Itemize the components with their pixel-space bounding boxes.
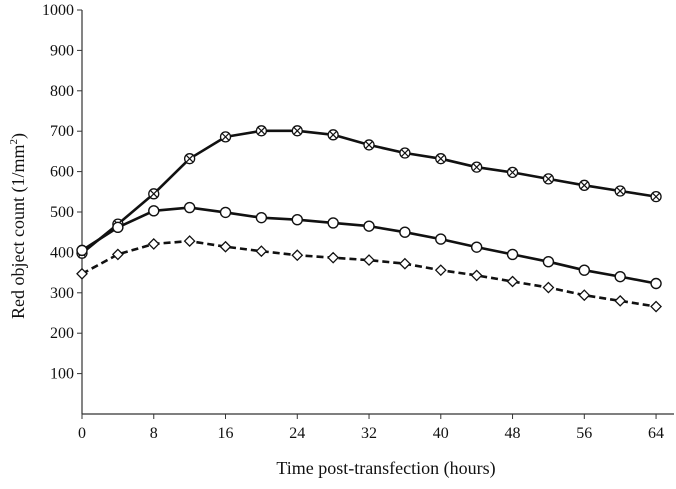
data-point (363, 139, 375, 151)
point-cross-b (293, 126, 302, 135)
data-point (255, 125, 268, 137)
data-point (219, 206, 232, 219)
y-tick-label: 100 (50, 366, 74, 383)
data-point (111, 248, 124, 261)
data-point (363, 254, 375, 266)
y-tick-label: 700 (50, 123, 74, 140)
y-axis-title-main: Red object count (1/mm (8, 145, 29, 319)
data-point (291, 213, 303, 226)
point-cross-b (365, 140, 374, 149)
data-point (614, 294, 627, 307)
data-point (399, 147, 411, 159)
data-point (183, 153, 196, 165)
series-3 (76, 235, 662, 313)
y-tick-label: 300 (50, 285, 74, 302)
x-axis-title: Time post-transfection (hours) (276, 458, 495, 479)
data-point (470, 269, 483, 282)
data-point (542, 281, 555, 294)
y-ticks: 100 200 300 400 500 600 700 800 900 1000 (42, 2, 82, 383)
data-point (327, 217, 339, 229)
x-tick-label: 56 (576, 425, 592, 442)
y-tick-label: 200 (50, 325, 74, 342)
data-point (183, 201, 196, 214)
point-cross-b (329, 130, 338, 139)
data-point (291, 125, 303, 137)
data-point (219, 131, 232, 143)
data-point (542, 255, 555, 268)
data-point (148, 205, 160, 217)
data-point (614, 270, 626, 283)
point-cross-b (508, 168, 517, 177)
data-point (255, 211, 268, 224)
point-cross-b (472, 163, 481, 172)
y-axis-title-close: ) (8, 133, 29, 139)
y-axis-title-superscript: 2 (8, 139, 20, 145)
y-tick-label: 800 (50, 83, 74, 100)
data-point (434, 264, 447, 277)
data-point (506, 166, 519, 179)
data-point (650, 277, 662, 290)
x-tick-label: 48 (505, 425, 521, 442)
data-point (506, 275, 519, 288)
x-tick-label: 64 (648, 425, 664, 442)
point-cross-b (400, 148, 409, 158)
point-cross-b (544, 174, 553, 183)
data-point (470, 241, 483, 253)
data-point (435, 233, 447, 245)
y-axis-title: Red object count (1/mm2) (8, 133, 29, 319)
data-point (542, 173, 555, 185)
data-point (578, 264, 591, 276)
x-tick-label: 32 (361, 425, 377, 442)
x-tick-label: 40 (433, 425, 449, 442)
y-tick-label: 400 (50, 244, 74, 261)
point-cross-b (185, 154, 194, 163)
data-point (291, 249, 304, 262)
x-tick-label: 0 (78, 425, 86, 442)
y-tick-label: 900 (50, 42, 74, 59)
series-2-line (81, 206, 657, 285)
data-point (650, 190, 662, 203)
point-cross-b (257, 126, 266, 135)
x-tick-label: 8 (150, 425, 158, 442)
data-point (147, 237, 160, 250)
series-3-line (81, 239, 657, 308)
data-point (219, 240, 232, 253)
data-point (327, 129, 339, 141)
point-cross-b (221, 132, 230, 141)
point-cross-b (580, 181, 589, 190)
data-point (148, 188, 160, 200)
series-2 (76, 201, 662, 290)
data-point (76, 267, 88, 280)
data-point (578, 289, 591, 302)
data-point (76, 244, 88, 257)
data-point (578, 179, 590, 191)
x-tick-label: 16 (218, 425, 234, 442)
x-ticks: 0 8 16 24 32 40 48 56 64 (78, 414, 664, 442)
data-point (363, 220, 375, 232)
data-point (471, 161, 483, 173)
data-point (614, 185, 626, 197)
x-tick-label: 24 (289, 425, 305, 442)
y-tick-label: 600 (50, 164, 74, 181)
point-cross-b (436, 154, 445, 163)
point-cross-b (616, 186, 625, 196)
series-1 (76, 125, 662, 259)
data-point (435, 153, 447, 165)
y-tick-label: 500 (50, 204, 74, 221)
series-layer (76, 125, 662, 313)
data-point (398, 257, 411, 270)
data-point (506, 248, 519, 261)
data-point (327, 251, 340, 264)
point-cross-b (149, 189, 158, 198)
axes (81, 10, 674, 415)
point-cross-b (652, 192, 661, 201)
data-point (650, 300, 662, 313)
data-point (183, 235, 196, 248)
data-point (255, 245, 268, 258)
data-point (399, 226, 411, 238)
data-point (112, 221, 124, 234)
y-tick-label: 1000 (42, 2, 74, 19)
